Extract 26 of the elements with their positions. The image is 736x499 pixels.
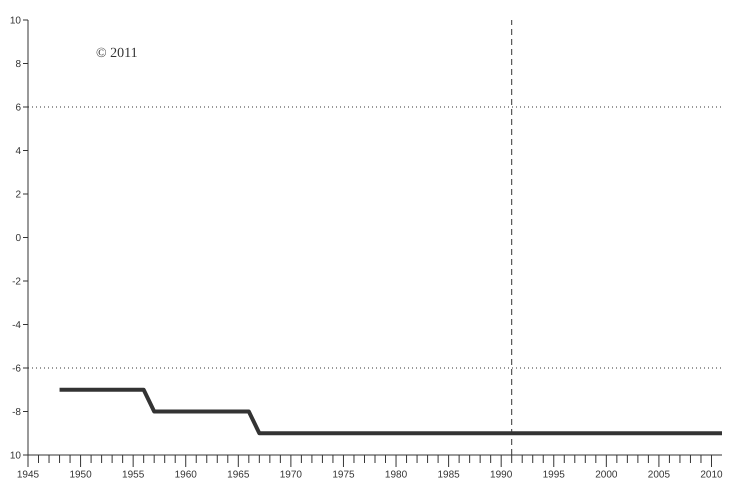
- x-tick-label: 1955: [122, 469, 145, 480]
- y-tick-label: -8: [12, 407, 22, 418]
- x-tick-label: 1980: [384, 469, 408, 480]
- y-tick-label: 10: [10, 450, 22, 462]
- y-tick-label: 4: [15, 146, 22, 158]
- x-tick-label: 1975: [332, 469, 356, 480]
- x-tick-label: 1995: [542, 469, 566, 480]
- x-tick-label: 1970: [280, 469, 302, 480]
- y-tick-label: 2: [15, 190, 22, 201]
- x-tick-label: 2005: [648, 469, 670, 480]
- x-tick-label: 1960: [174, 469, 198, 480]
- y-tick-label: -6: [12, 364, 22, 375]
- annotation: © 2011: [96, 46, 138, 62]
- y-tick-label: -4: [12, 320, 22, 332]
- y-tick-label: 10: [10, 16, 22, 27]
- x-tick-label: 2010: [700, 469, 724, 480]
- x-tick-label: 2000: [595, 469, 618, 480]
- y-tick-label: 0: [15, 233, 22, 244]
- y-tick-label: 6: [15, 102, 22, 114]
- y-tick-label: 8: [15, 59, 22, 70]
- x-tick-label: 1985: [437, 469, 460, 480]
- y-tick-label: -2: [12, 276, 22, 288]
- x-tick-label: 1950: [69, 469, 92, 480]
- x-tick-label: 1945: [16, 469, 40, 480]
- x-tick-label: 1965: [227, 469, 250, 480]
- x-tick-label: 1990: [490, 469, 513, 480]
